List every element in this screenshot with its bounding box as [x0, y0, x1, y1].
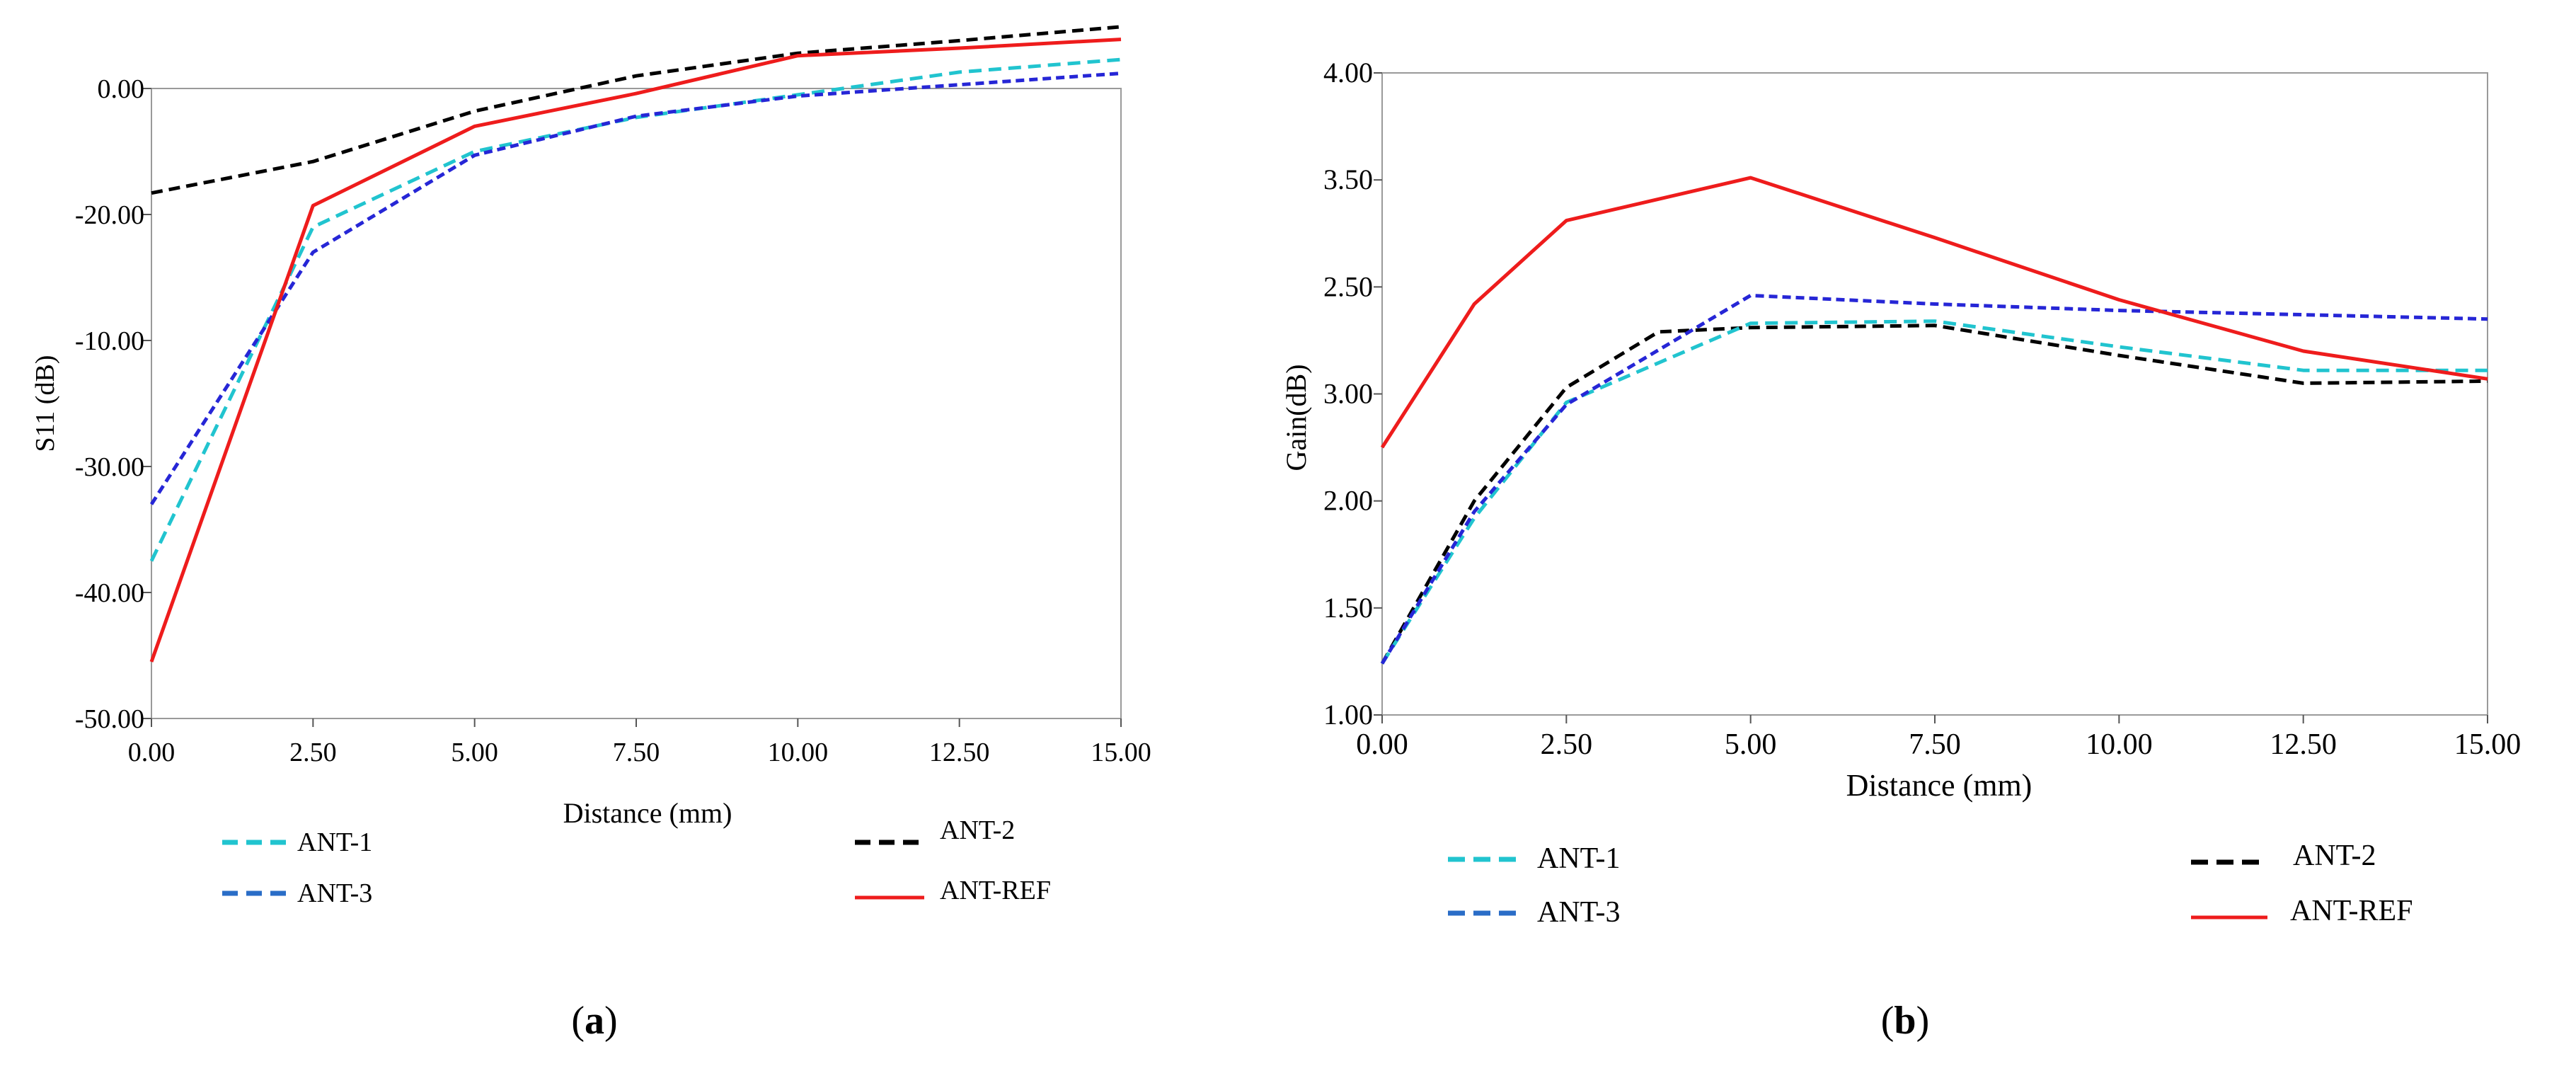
legend-b: ANT-1 ANT-3 ANT-2 ANT-REF [1448, 840, 2413, 929]
plot-area-a [151, 88, 1122, 719]
y-tick-label: 1.00 [1323, 699, 1373, 731]
panel-label-a: (a) [571, 999, 617, 1043]
x-tick-label: 2.50 [1541, 728, 1593, 761]
series-line-ant-2 [1380, 323, 2488, 665]
y-tick-label: -40.00 [75, 578, 144, 608]
x-axis-label-b: Distance (mm) [1846, 768, 2032, 803]
x-tick-label: 10.00 [2086, 728, 2153, 761]
y-axis-label-b: Gain(dB) [1280, 364, 1312, 471]
x-tick-label: 7.50 [1909, 728, 1961, 761]
series-line-ant-ref [149, 38, 1122, 663]
y-tick-label: -50.00 [75, 704, 144, 734]
x-tick-label: 12.50 [929, 738, 990, 767]
series-line-ant-3 [1380, 293, 2488, 665]
x-axis-b: 0.00 2.50 5.00 7.50 10.00 12.50 15.00 [1356, 715, 2521, 761]
plot-area-b [1381, 72, 2488, 716]
series-line-ant-ref [1380, 176, 2488, 449]
legend-label-ant-3: ANT-3 [297, 878, 372, 908]
panel-a-s11-chart: 0.00 -20.00 -10.00 -30.00 -40.00 -50.00 0.00 2… [30, 25, 1151, 1043]
legend-entry-ant-ref: ANT-REF [2191, 895, 2413, 927]
x-tick-label: 5.00 [1725, 728, 1777, 761]
y-tick-label: 4.00 [1323, 57, 1373, 88]
legend-label-ant-2: ANT-2 [940, 815, 1015, 845]
x-tick-label: 5.00 [451, 738, 498, 767]
x-tick-label: 12.50 [2270, 728, 2337, 761]
legend-label-ant-ref: ANT-REF [2290, 895, 2413, 927]
y-tick-label: 2.00 [1323, 485, 1373, 517]
legend-label-ant-2: ANT-2 [2293, 840, 2376, 872]
y-axis-a: 0.00 -20.00 -10.00 -30.00 -40.00 -50.00 [75, 74, 151, 734]
x-tick-label: 15.00 [1091, 738, 1151, 767]
legend-label-ant-3: ANT-3 [1537, 896, 1620, 929]
y-tick-label: 1.50 [1323, 592, 1373, 624]
series-line-ant-3 [149, 71, 1122, 505]
y-tick-label: 3.50 [1323, 164, 1373, 195]
legend-a: ANT-1 ANT-3 ANT-2 ANT-REF [222, 815, 1051, 908]
legend-entry-ant-2: ANT-2 [2191, 840, 2376, 872]
legend-entry-ant-ref: ANT-REF [855, 876, 1051, 905]
legend-entry-ant-1: ANT-1 [1448, 842, 1620, 875]
x-tick-label: 10.00 [768, 738, 829, 767]
y-axis-b: 4.00 3.50 2.50 3.00 2.00 1.50 1.00 [1323, 57, 1382, 731]
y-tick-label: -30.00 [75, 452, 144, 482]
y-tick-label: 0.00 [98, 74, 145, 104]
x-tick-label: 15.00 [2454, 728, 2522, 761]
y-tick-label: -20.00 [75, 200, 144, 230]
x-axis-a: 0.00 2.50 5.00 7.50 10.00 12.50 15.00 [128, 718, 1151, 767]
series-line-ant-2 [151, 25, 1122, 195]
x-tick-label: 2.50 [289, 738, 337, 767]
legend-label-ant-1: ANT-1 [297, 827, 372, 857]
series-lines-b [1380, 176, 2488, 665]
panel-b-gain-chart: 4.00 3.50 2.50 3.00 2.00 1.50 1.00 0.00 2.50 5.0… [1280, 57, 2521, 1043]
x-tick-label: 0.00 [128, 738, 176, 767]
legend-label-ant-ref: ANT-REF [940, 876, 1051, 905]
legend-entry-ant-1: ANT-1 [222, 827, 372, 857]
x-tick-label: 7.50 [613, 738, 660, 767]
x-axis-label-a: Distance (mm) [563, 797, 732, 829]
y-tick-label: -10.00 [75, 326, 144, 356]
legend-entry-ant-3: ANT-3 [222, 878, 372, 908]
legend-entry-ant-3: ANT-3 [1448, 896, 1620, 929]
y-axis-label-a: S11 (dB) [30, 355, 60, 452]
x-tick-label: 0.00 [1356, 728, 1408, 761]
series-lines-a [149, 25, 1122, 663]
y-tick-label: 3.00 [1323, 378, 1373, 410]
legend-label-ant-1: ANT-1 [1537, 842, 1620, 875]
panel-label-b: (b) [1881, 999, 1929, 1043]
legend-entry-ant-2: ANT-2 [855, 815, 1015, 845]
y-tick-label: 2.50 [1323, 270, 1373, 302]
